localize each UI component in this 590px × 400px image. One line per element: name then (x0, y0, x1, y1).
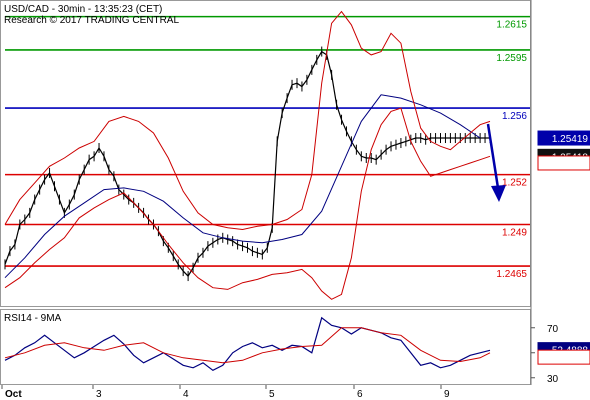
levels-layer: 1.2615 1.2595 1.256 1.252 1.249 1.2465 (5, 15, 530, 280)
price-value-box (537, 155, 590, 171)
x-tick-label: 6 (357, 389, 363, 400)
level-label: 1.249 (502, 228, 527, 239)
level-label: 1.252 (502, 178, 527, 189)
projection-arrow (486, 123, 500, 189)
chart-subtitle: Research © 2017 TRADING CENTRAL (4, 15, 179, 26)
main-series-1 (4, 94, 481, 279)
level-label: 1.2465 (496, 269, 527, 280)
rsi-series-1 (4, 327, 491, 364)
main-series-2 (4, 10, 491, 231)
main-panel-frame (0, 0, 531, 307)
main-series-3 (4, 107, 491, 300)
x-tick-label: 5 (269, 389, 275, 400)
rsi-value-box (537, 349, 590, 365)
rsi-series-layer (4, 316, 491, 372)
rsi-value-label: 49.8333 (552, 353, 589, 364)
price-value-label: 1.25374 (552, 159, 589, 170)
main-series-0 (4, 50, 490, 278)
x-tick-label: 3 (96, 389, 102, 400)
level-label: 1.2615 (496, 20, 527, 31)
x-tick-label: 4 (183, 389, 189, 400)
rsi-title: RSI14 - 9MA (4, 313, 62, 324)
main-series-layer (4, 10, 491, 300)
x-tick-label: 9 (444, 389, 450, 400)
level-label: 1.2595 (496, 53, 527, 64)
level-label: 1.256 (502, 111, 527, 122)
chart-title: USD/CAD - 30min - 13:35:23 (CET) (4, 4, 162, 15)
rsi-series-0 (4, 316, 491, 372)
x-tick-label: Oct (5, 389, 22, 400)
rsi-tick-label: 70 (547, 324, 559, 335)
projection-arrowhead-icon (491, 185, 506, 202)
price-value-label: 1.25419 (552, 134, 589, 145)
price-value-box (537, 130, 590, 146)
rsi-tick-label: 30 (547, 374, 559, 385)
